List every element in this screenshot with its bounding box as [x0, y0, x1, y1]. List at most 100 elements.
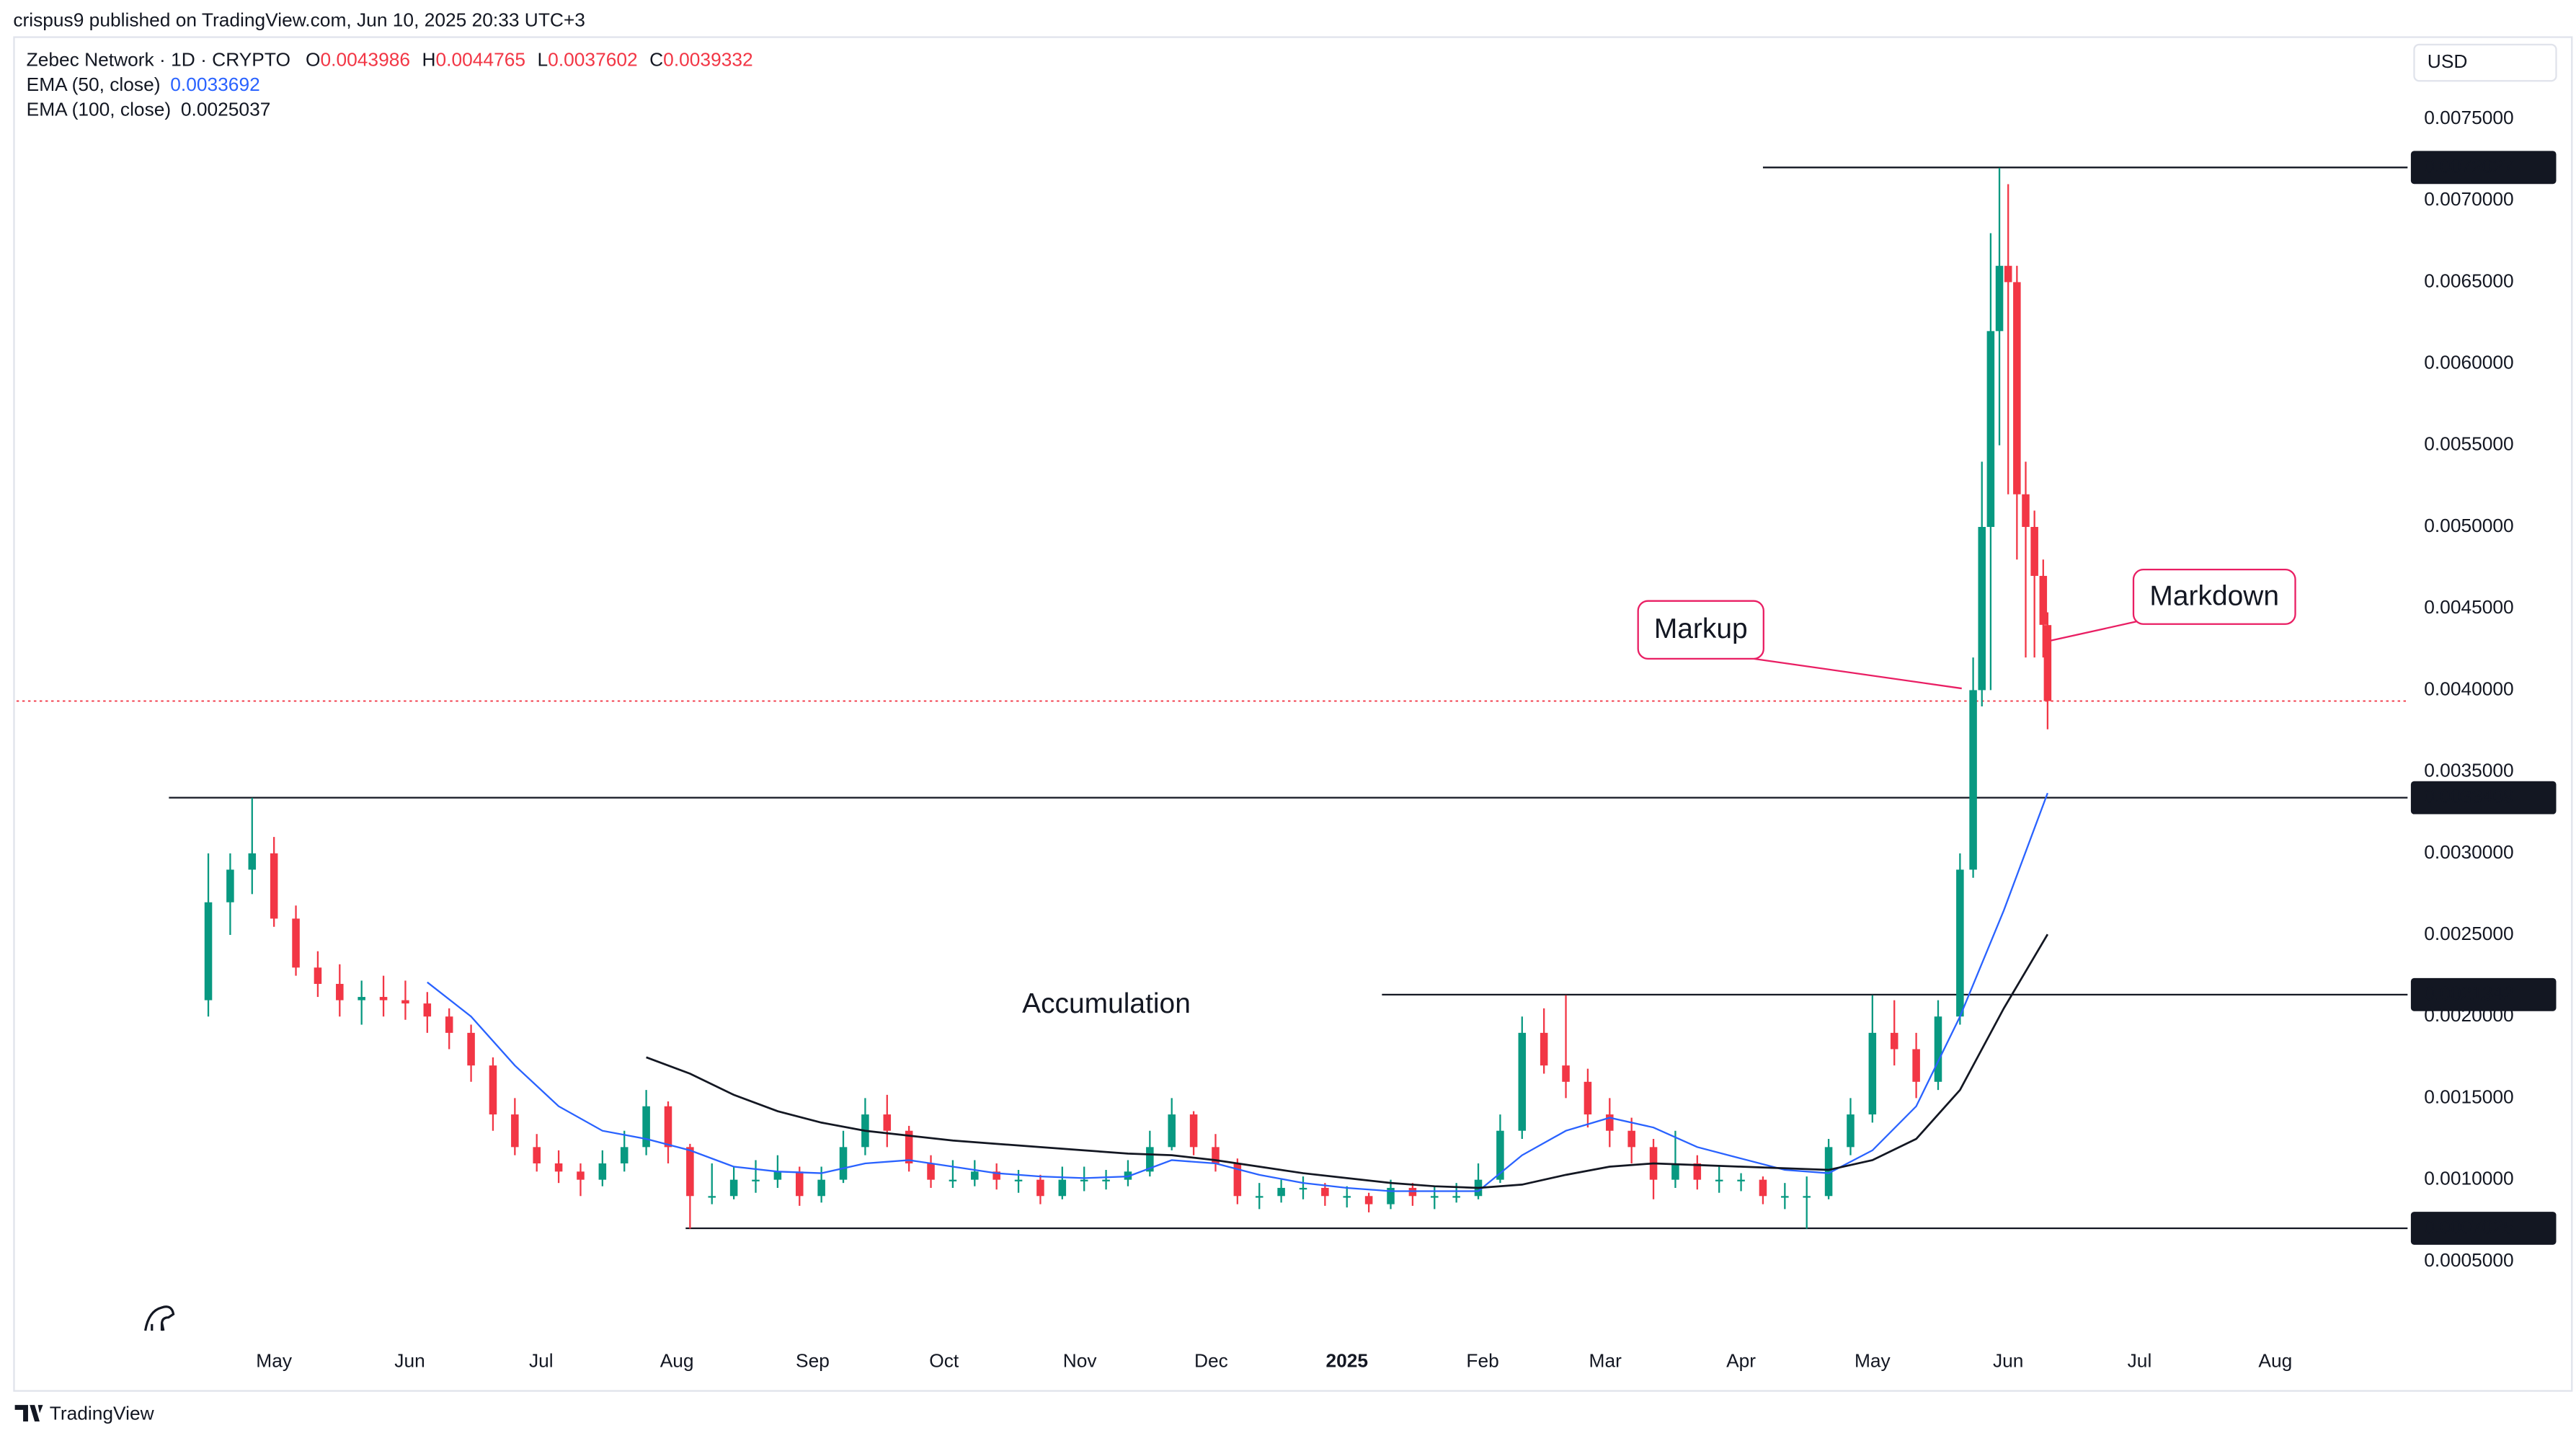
candle-body [1343, 1196, 1351, 1198]
candle-body [1868, 1032, 1877, 1115]
candle-body [2043, 625, 2052, 701]
candle-body [270, 853, 278, 919]
y-tick-label: 0.0030000 [2424, 841, 2513, 863]
candle-body [1986, 331, 1995, 528]
legend-value: 0.0025037 [181, 98, 270, 120]
candle-body [226, 869, 234, 902]
candle-body [1168, 1114, 1176, 1148]
plot-area: 0.00050000.00100000.00150000.00200000.00… [16, 107, 2557, 1371]
y-tick-label: 0.0070000 [2424, 188, 2513, 210]
level-label-box [2410, 781, 2557, 815]
x-tick-label: Sep [796, 1349, 830, 1371]
ema-legend: EMA (100, close) 0.0025037 [27, 98, 271, 120]
symbol-legend: Zebec Network · 1D · CRYPTO O0.0043986 H… [27, 49, 753, 71]
y-tick-label: 0.0040000 [2424, 678, 2513, 699]
callout-text: Markdown [2149, 580, 2279, 611]
candle-body [489, 1065, 497, 1115]
candle-body [1255, 1196, 1263, 1198]
candle-body [1978, 527, 1986, 691]
candle-body [992, 1171, 1000, 1180]
candle-body [1080, 1179, 1088, 1181]
candle-body [1584, 1081, 1592, 1115]
candle-body [1890, 1032, 1898, 1050]
candle-body [752, 1179, 760, 1181]
candle-body [1847, 1114, 1855, 1148]
x-tick-label: Jun [394, 1349, 425, 1371]
candle-body [905, 1130, 913, 1163]
candle-body [1759, 1179, 1767, 1197]
y-tick-label: 0.0065000 [2424, 270, 2513, 291]
candle-body [204, 902, 213, 1001]
candle-body [1562, 1065, 1570, 1082]
candle-body [533, 1147, 541, 1163]
y-tick-label: 0.0025000 [2424, 923, 2513, 944]
x-tick-label: Mar [1589, 1349, 1622, 1371]
ohlc-value: 0.0039332 [663, 49, 752, 71]
candle-body [839, 1147, 848, 1180]
y-tick-label: 0.0010000 [2424, 1168, 2513, 1189]
candle-body [598, 1163, 607, 1180]
candle-body [577, 1171, 585, 1180]
y-tick-label: 0.0050000 [2424, 515, 2513, 536]
callout-box [1637, 600, 1764, 660]
candle-body [1102, 1179, 1110, 1181]
y-tick-label: 0.0015000 [2424, 1086, 2513, 1107]
candle-body [1693, 1163, 1702, 1180]
candle-body [729, 1179, 738, 1197]
ohlc-letter: C [649, 49, 663, 71]
legend-name: EMA (100, close) [27, 98, 171, 120]
x-tick-label: Apr [1726, 1349, 1756, 1371]
candle-body [445, 1016, 453, 1033]
candle-body [511, 1114, 519, 1148]
candle-body [1606, 1114, 1614, 1131]
candle-body [1912, 1049, 1920, 1082]
x-tick-label: Dec [1194, 1349, 1228, 1371]
tv-logo[interactable] [14, 1405, 43, 1421]
level-label-box [2410, 1212, 2557, 1245]
candle-body [554, 1163, 563, 1172]
currency[interactable]: USD [2428, 50, 2468, 72]
candle-body [1233, 1163, 1242, 1197]
ohlc-value: 0.0037602 [548, 49, 637, 71]
x-tick-label: May [256, 1349, 293, 1371]
candle-body [314, 967, 322, 984]
ohlc-value: 0.0044765 [436, 49, 525, 71]
candle-body [642, 1106, 650, 1148]
candle-body [949, 1179, 957, 1181]
candle-body [1671, 1163, 1679, 1180]
ohlc-value: 0.0043986 [321, 49, 410, 71]
candle-body [1737, 1179, 1745, 1181]
ohlc-letter: H [422, 49, 436, 71]
x-tick-label: 2025 [1325, 1349, 1368, 1371]
y-tick-label: 0.0060000 [2424, 352, 2513, 373]
x-tick-label: Aug [660, 1349, 694, 1371]
currency-button[interactable] [2413, 43, 2557, 82]
ema-legend: EMA (50, close) 0.0033692 [27, 74, 260, 95]
y-tick-label: 0.0075000 [2424, 107, 2513, 128]
x-tick-label: Jul [2128, 1349, 2152, 1371]
candle-body [1058, 1179, 1067, 1197]
candle-body [620, 1147, 629, 1163]
candle-body [1014, 1179, 1023, 1181]
candle-body [1518, 1032, 1527, 1131]
dino-icon[interactable] [144, 1305, 175, 1331]
ohlc-letter: L [538, 49, 548, 71]
y-tick-label: 0.0045000 [2424, 596, 2513, 618]
brand[interactable]: TradingView [50, 1403, 155, 1424]
y-tick-label: 0.0035000 [2424, 760, 2513, 781]
x-tick-label: Nov [1063, 1349, 1098, 1371]
candle-body [2030, 527, 2038, 576]
candle-body [795, 1171, 804, 1197]
candle-body [773, 1171, 782, 1180]
candle-body [927, 1163, 935, 1180]
x-tick-label: Jun [1993, 1349, 2023, 1371]
y-tick-label: 0.0005000 [2424, 1249, 2513, 1271]
candle-body [467, 1032, 475, 1066]
candle-body [336, 983, 344, 1001]
x-tick-label: Jul [529, 1349, 554, 1371]
x-tick-label: Feb [1466, 1349, 1498, 1371]
candle-body [379, 997, 388, 1001]
candle-body [1627, 1130, 1635, 1148]
